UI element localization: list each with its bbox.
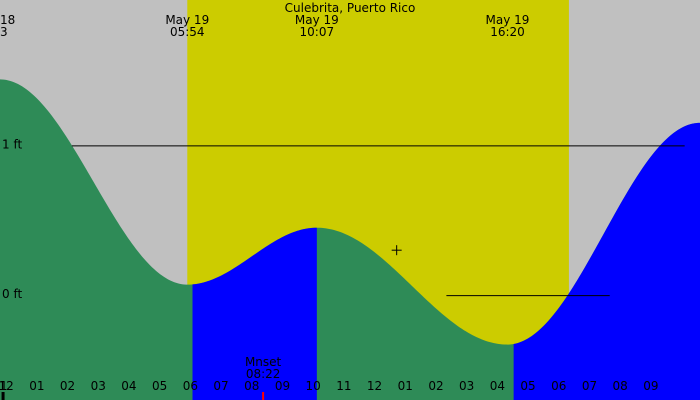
y-tick-label-2: 0 ft — [2, 287, 22, 301]
moonset-label-time: 08:22 — [246, 367, 281, 381]
y-axis-labels: 1 ft 0 ft — [2, 137, 22, 301]
extreme-time-3: 10:07 — [300, 25, 335, 39]
x-axis-hour-labels: 112 01 02 03 04 05 06 07 08 09 10 11 12 01 02 03 04 05 06 0… — [0, 379, 659, 393]
x-tick-label-21: 07 — [582, 379, 597, 393]
x-tick-label-19: 05 — [520, 379, 535, 393]
flood-area-2 — [513, 122, 700, 400]
extreme-date-3: May 19 — [295, 13, 339, 27]
moonset-tick — [262, 392, 265, 400]
reference-lines — [71, 145, 685, 297]
x-tick-label-22: 08 — [613, 379, 628, 393]
x-tick-label-3: 01 — [29, 379, 44, 393]
x-tick-label-6: 04 — [121, 379, 136, 393]
x-tick-label-5: 03 — [91, 379, 106, 393]
x-tick-label-9: 07 — [213, 379, 228, 393]
x-tick-label-15: 01 — [398, 379, 413, 393]
x-tick-label-18: 04 — [490, 379, 505, 393]
x-tick-label-8: 06 — [183, 379, 198, 393]
x-tick-label-11: 09 — [275, 379, 290, 393]
x-tick-label-23: 09 — [643, 379, 658, 393]
x-tick-label-16: 02 — [428, 379, 443, 393]
x-tick-label-13: 11 — [336, 379, 351, 393]
y-tick-label-1: 1 ft — [2, 137, 22, 151]
extreme-time-4: 16:20 — [490, 25, 525, 39]
chart-title: Culebrita, Puerto Rico — [285, 1, 416, 15]
current-tide-marker — [391, 245, 402, 256]
ebb-tide-area — [0, 79, 700, 400]
moonset-label-title: Mnset — [245, 355, 282, 369]
x-tick-label-4: 02 — [60, 379, 75, 393]
extreme-time-1: 3 — [0, 25, 8, 39]
x-tick-label-10: 08 — [244, 379, 259, 393]
x-tick-label-1: 1 — [0, 379, 8, 393]
flood-tide-areas — [192, 122, 700, 400]
x-tick-label-14: 12 — [367, 379, 382, 393]
extreme-date-4: May 19 — [486, 13, 530, 27]
moonset-label: Mnset 08:22 — [245, 355, 282, 381]
x-tick-label-2: 12 — [0, 379, 14, 393]
x-tick-label-12: 10 — [306, 379, 321, 393]
x-tick-label-20: 06 — [551, 379, 566, 393]
extreme-date-2: May 19 — [165, 13, 209, 27]
flood-area-1 — [192, 227, 317, 400]
extreme-time-2: 05:54 — [170, 25, 205, 39]
x-tick-label-17: 03 — [459, 379, 474, 393]
current-time-tick — [1, 392, 5, 400]
extreme-date-1: 18 — [0, 13, 15, 27]
x-tick-label-7: 05 — [152, 379, 167, 393]
